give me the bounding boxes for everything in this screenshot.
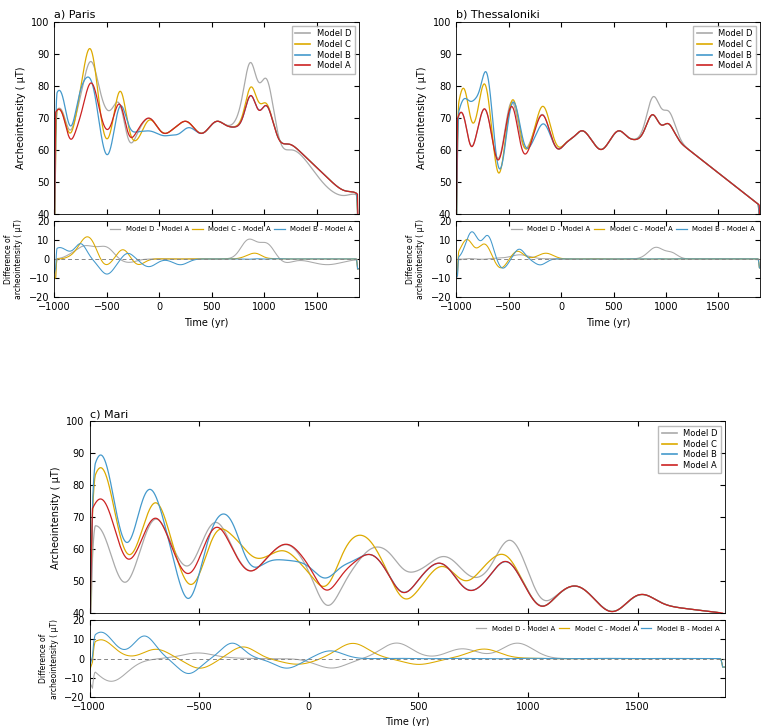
X-axis label: Time (yr): Time (yr) — [586, 318, 630, 327]
Legend: Model D, Model C, Model B, Model A: Model D, Model C, Model B, Model A — [292, 26, 355, 73]
Text: b) Thessaloniki: b) Thessaloniki — [456, 9, 540, 20]
Y-axis label: Archeointensity ( μT): Archeointensity ( μT) — [51, 466, 61, 568]
Text: c) Mari: c) Mari — [89, 409, 128, 419]
Text: a) Paris: a) Paris — [54, 9, 95, 20]
Y-axis label: Difference of
archeointensity ( μT): Difference of archeointensity ( μT) — [406, 219, 425, 299]
Y-axis label: Difference of
archeointensity ( μT): Difference of archeointensity ( μT) — [4, 219, 23, 299]
Legend: Model D - Model A, Model C - Model A, Model B - Model A: Model D - Model A, Model C - Model A, Mo… — [107, 224, 355, 234]
Legend: Model D - Model A, Model C - Model A, Model B - Model A: Model D - Model A, Model C - Model A, Mo… — [474, 624, 722, 634]
Y-axis label: Archeointensity ( μT): Archeointensity ( μT) — [417, 67, 428, 169]
X-axis label: Time (yr): Time (yr) — [185, 318, 229, 327]
Legend: Model D, Model C, Model B, Model A: Model D, Model C, Model B, Model A — [694, 26, 757, 73]
Legend: Model D - Model A, Model C - Model A, Model B - Model A: Model D - Model A, Model C - Model A, Mo… — [509, 224, 757, 234]
Legend: Model D, Model C, Model B, Model A: Model D, Model C, Model B, Model A — [658, 425, 721, 473]
X-axis label: Time (yr): Time (yr) — [385, 717, 430, 726]
Y-axis label: Archeointensity ( μT): Archeointensity ( μT) — [16, 67, 26, 169]
Y-axis label: Difference of
archeointensity ( μT): Difference of archeointensity ( μT) — [40, 619, 59, 698]
